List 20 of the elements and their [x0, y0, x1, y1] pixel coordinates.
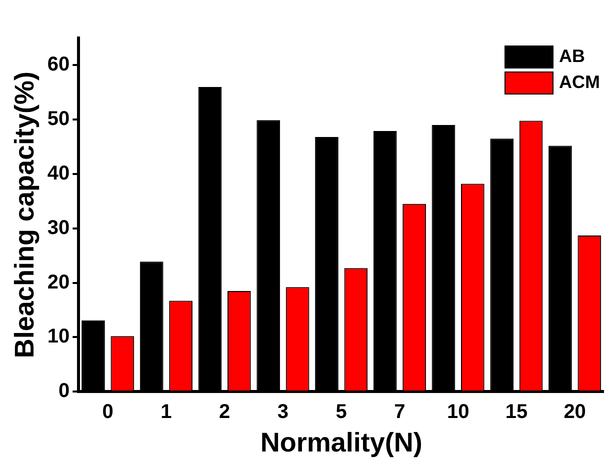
x-tick-label: 3: [277, 401, 289, 424]
x-tick-label: 5: [336, 401, 347, 424]
y-axis-title: Bleaching capacity(%): [10, 72, 40, 358]
x-tick-label: 20: [564, 401, 586, 424]
y-tick-label: 20: [47, 271, 70, 294]
x-tick-label: 2: [219, 401, 230, 424]
y-tick-label: 30: [47, 216, 70, 239]
legend-label: AB: [559, 46, 586, 66]
x-axis-title: Normality(N): [260, 427, 422, 458]
y-tick-label: 40: [47, 162, 70, 185]
x-tick-label: 1: [160, 401, 172, 424]
y-tick-label: 10: [47, 326, 70, 348]
y-tick-label: 60: [47, 54, 70, 76]
x-tick-label: 10: [446, 401, 470, 424]
y-tick-label: 0: [58, 380, 70, 402]
x-tick-label: 7: [394, 401, 406, 424]
x-tick-label: 15: [505, 401, 528, 424]
legend-label: ACM: [559, 72, 600, 92]
x-tick-label: 0: [102, 401, 114, 424]
y-tick-label: 50: [47, 108, 70, 130]
